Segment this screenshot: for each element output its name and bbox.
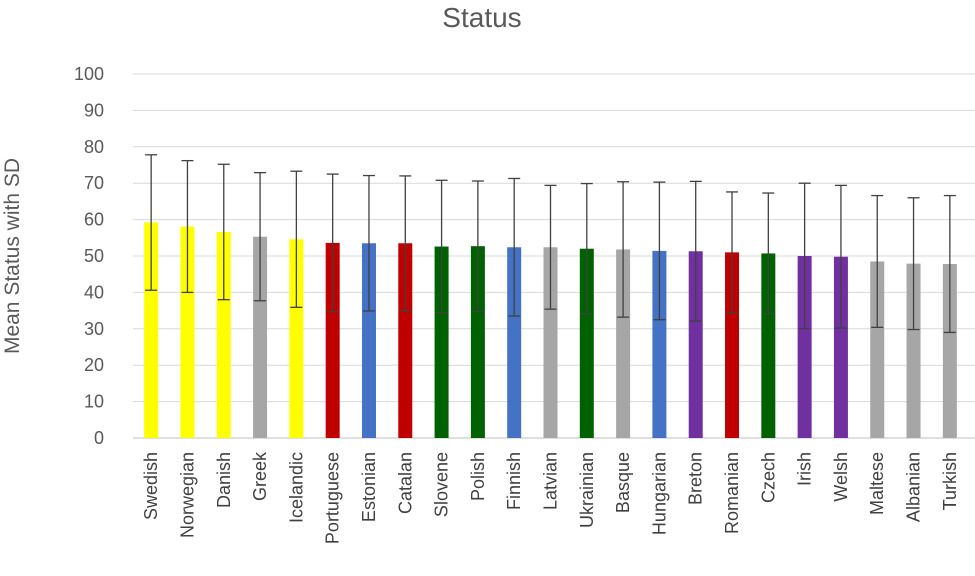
y-tick-label: 60 (84, 210, 104, 230)
bar-catalan (398, 243, 413, 438)
error-bar-welsh (834, 184, 847, 329)
y-tick-label: 90 (84, 100, 104, 120)
y-tick-label: 10 (84, 392, 104, 412)
y-tick-label: 70 (84, 173, 104, 193)
bar-finnish (507, 247, 522, 438)
bar-latvian (543, 247, 558, 438)
error-bar-breton (689, 180, 702, 322)
x-category-label: Greek (250, 451, 270, 501)
y-tick-label: 50 (84, 246, 104, 266)
y-tick-label: 0 (94, 428, 104, 448)
x-category-label: Romanian (722, 452, 742, 534)
x-category-label: Breton (686, 452, 706, 505)
bar-norwegian (180, 226, 195, 438)
error-bar-greek (254, 171, 267, 302)
error-bar-ukrainian (580, 182, 593, 315)
y-tick-labels: 0 10 20 30 40 50 60 70 80 90 100 (74, 64, 104, 448)
error-bar-estonian (362, 174, 375, 312)
bar-icelandic (289, 239, 304, 438)
y-tick-label: 20 (84, 355, 104, 375)
x-category-label: Portuguese (323, 452, 343, 544)
x-category-label: Catalan (395, 452, 415, 514)
bar-ukrainian (579, 248, 594, 438)
bar-portuguese (325, 242, 340, 438)
x-category-label: Hungarian (649, 452, 669, 535)
bar-turkish (942, 264, 957, 438)
y-tick-label: 40 (84, 282, 104, 302)
bar-romanian (725, 252, 740, 438)
x-category-label: Icelandic (286, 452, 306, 523)
bar-estonian (361, 243, 376, 438)
y-tick-label: 80 (84, 137, 104, 157)
bar-albanian (906, 263, 921, 438)
error-bar-latvian (544, 184, 557, 310)
bars (144, 222, 957, 438)
error-bar-icelandic (290, 170, 303, 308)
error-bar-romanian (726, 191, 739, 314)
y-axis-label: Mean Status with SD (1, 158, 24, 354)
bar-breton (688, 251, 703, 438)
bar-welsh (833, 256, 848, 438)
bar-slovene (434, 246, 449, 438)
x-category-label: Finnish (504, 452, 524, 510)
error-bar-czech (762, 192, 775, 315)
chart-title: Status (442, 2, 521, 33)
y-tick-label: 30 (84, 319, 104, 339)
x-category-label: Polish (468, 452, 488, 501)
error-bars (145, 154, 956, 334)
error-bar-slovene (435, 179, 448, 314)
error-bar-albanian (907, 197, 920, 331)
bar-greek (253, 236, 268, 438)
x-category-label: Turkish (940, 452, 960, 510)
error-bar-danish (217, 163, 230, 301)
x-category-label: Albanian (904, 452, 924, 522)
error-bar-portuguese (326, 173, 339, 313)
x-category-label: Norwegian (177, 452, 197, 538)
bar-danish (216, 231, 231, 438)
x-category-label: Slovene (432, 452, 452, 517)
error-bar-hungarian (653, 181, 666, 321)
bar-basque (616, 249, 631, 438)
error-bar-irish (798, 182, 811, 330)
error-bar-turkish (943, 194, 956, 334)
error-bar-norwegian (181, 159, 194, 294)
bar-maltese (870, 261, 885, 438)
x-category-label: Latvian (541, 452, 561, 510)
y-tick-label: 100 (74, 64, 104, 84)
x-category-label: Basque (613, 452, 633, 513)
bar-hungarian (652, 250, 667, 438)
bar-swedish (144, 222, 159, 438)
x-category-label: Ukrainian (577, 452, 597, 528)
bar-czech (761, 253, 776, 438)
x-category-label: Maltese (867, 452, 887, 515)
error-bar-catalan (399, 175, 412, 312)
x-category-label: Danish (214, 452, 234, 508)
x-category-label: Estonian (359, 452, 379, 522)
x-category-label: Czech (758, 452, 778, 503)
x-category-label: Irish (795, 452, 815, 486)
x-category-label: Swedish (141, 452, 161, 520)
x-category-label: Welsh (831, 452, 851, 502)
error-bar-finnish (508, 177, 521, 317)
bar-polish (470, 246, 485, 438)
bar-irish (797, 256, 812, 438)
error-bar-polish (471, 180, 484, 312)
x-category-labels: Swedish Norwegian Danish Greek Icelandic Port… (141, 451, 960, 544)
error-bar-basque (617, 181, 630, 318)
error-bar-swedish (145, 154, 158, 291)
error-bar-maltese (871, 194, 884, 328)
